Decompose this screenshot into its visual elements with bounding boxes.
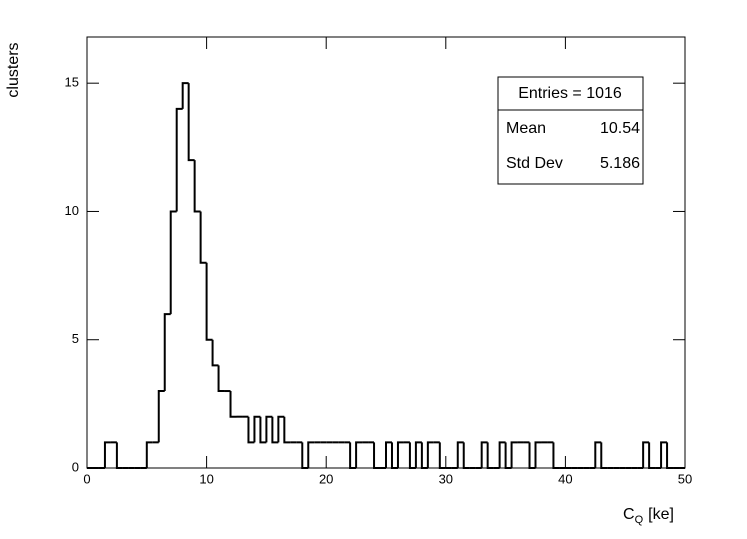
histogram-bin [187, 83, 195, 162]
histogram-bin [157, 390, 165, 443]
y-tick-label: 0 [72, 459, 79, 474]
x-axis-label: CQ [ke] [623, 506, 674, 526]
histogram-bin [193, 160, 201, 213]
histogram-bin [642, 441, 650, 468]
histogram-bin [426, 441, 434, 468]
histogram-bin [181, 82, 189, 109]
histogram-bin [169, 210, 177, 315]
stats-value: 5.186 [600, 155, 640, 172]
histogram-bin [438, 442, 446, 469]
histogram-bin [145, 441, 153, 468]
stats-label: Std Dev [506, 155, 563, 172]
x-tick-label: 50 [678, 471, 692, 486]
x-label-sub: Q [635, 514, 644, 526]
histogram-bin [456, 441, 464, 468]
histogram-bin [504, 442, 512, 469]
histogram-bin [498, 441, 506, 468]
histogram-bin [373, 442, 381, 469]
histogram-bin [271, 416, 279, 444]
histogram-bin [253, 415, 261, 443]
histogram-bin [420, 442, 428, 469]
y-tick-label: 15 [65, 75, 79, 90]
histogram-bin [115, 442, 123, 469]
y-tick-label: 10 [65, 203, 79, 218]
histogram-bin [660, 441, 668, 468]
histogram-bin [594, 441, 602, 468]
x-tick-label: 40 [558, 471, 572, 486]
histogram-bin [211, 339, 219, 367]
histogram-bin [480, 441, 488, 468]
histogram-bin [259, 416, 267, 444]
stats-box: Entries = 1016 Mean 10.54 Std Dev 5.186 [497, 76, 644, 185]
histogram-bin [510, 441, 518, 468]
histogram-bin [283, 416, 291, 444]
x-label-main: C [623, 506, 635, 523]
histogram-bin [552, 442, 560, 469]
stats-entries: Entries = 1016 [518, 85, 622, 102]
histogram-bin [355, 441, 363, 468]
histogram-bin [307, 441, 315, 468]
x-tick-label: 30 [439, 471, 453, 486]
histogram-bin [247, 416, 255, 444]
histogram-bin [528, 442, 536, 469]
histogram-bin [175, 107, 183, 212]
histogram-bin [301, 442, 309, 469]
histogram-bin [277, 415, 285, 443]
histogram-bin [486, 442, 494, 469]
histogram-bin [390, 442, 398, 469]
y-axis-label: clusters [5, 42, 22, 97]
x-tick-label: 10 [199, 471, 213, 486]
histogram-bin [385, 441, 392, 468]
histogram-bin [217, 365, 225, 393]
histogram-bin [396, 441, 404, 468]
histogram-bin [103, 441, 111, 468]
histogram-bin [265, 415, 273, 443]
histogram-bin [199, 211, 207, 264]
histogram-bin [205, 262, 213, 341]
x-tick-label: 20 [319, 471, 333, 486]
x-label-rest: [ke] [648, 506, 674, 523]
histogram-bin [534, 441, 542, 468]
histogram-bin [666, 442, 674, 469]
histogram-bin [462, 442, 470, 469]
histogram-bin [229, 391, 237, 418]
stats-label: Mean [506, 120, 546, 137]
stats-value: 10.54 [600, 120, 640, 137]
x-tick-label: 0 [83, 471, 90, 486]
y-tick-label: 5 [72, 331, 79, 346]
histogram-bin [600, 442, 608, 469]
stats-frame [497, 76, 644, 185]
histogram-bin [408, 442, 416, 469]
histogram-bin [163, 313, 171, 392]
histogram-bin [648, 442, 656, 469]
histogram-bin [414, 441, 422, 468]
histogram-bin [349, 442, 357, 469]
